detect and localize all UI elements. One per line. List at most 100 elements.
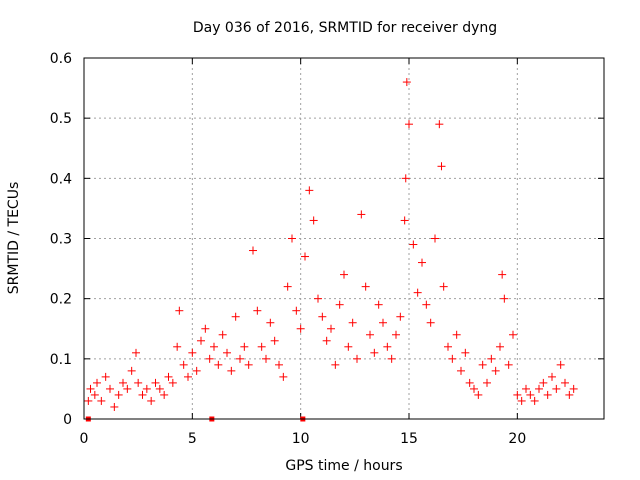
data-point <box>444 342 452 351</box>
data-point <box>383 342 392 351</box>
data-point <box>192 366 201 375</box>
data-point <box>491 366 500 375</box>
data-point <box>539 378 548 387</box>
data-point <box>218 330 227 339</box>
data-point <box>435 120 444 129</box>
data-point <box>452 330 461 339</box>
data-point <box>173 342 182 351</box>
data-point <box>465 378 474 387</box>
data-point <box>223 348 231 357</box>
data-point <box>530 396 539 405</box>
data-point <box>266 318 275 327</box>
data-point <box>405 120 413 129</box>
data-point <box>335 300 344 309</box>
y-tick-label: 0.4 <box>50 171 72 187</box>
data-point <box>279 372 288 381</box>
y-tick-label: 0.5 <box>50 111 72 127</box>
y-tick-label: 0.3 <box>50 232 72 248</box>
data-point <box>366 330 374 339</box>
data-point <box>461 348 470 357</box>
data-point <box>353 354 361 363</box>
data-point <box>569 384 578 393</box>
data-point <box>396 312 405 321</box>
data-point <box>535 384 543 393</box>
plot-frame <box>83 57 605 420</box>
data-point <box>214 360 223 369</box>
data-point <box>275 360 283 369</box>
x-tick-label: 10 <box>292 431 310 447</box>
data-point <box>227 366 236 375</box>
data-point <box>231 312 240 321</box>
data-point <box>400 216 409 225</box>
data-point <box>418 258 426 267</box>
data-point <box>240 342 249 351</box>
data-point <box>292 306 301 315</box>
data-point <box>106 384 114 393</box>
data-point <box>123 384 132 393</box>
data-point <box>439 282 448 291</box>
data-point <box>101 372 110 381</box>
data-point <box>348 318 357 327</box>
data-point <box>565 390 574 399</box>
data-point <box>201 324 210 333</box>
data-point <box>147 396 156 405</box>
data-point <box>253 306 262 315</box>
data-point <box>314 294 322 303</box>
data-point <box>500 294 509 303</box>
data-point <box>402 78 411 87</box>
data-point <box>448 354 457 363</box>
x-tick-label: 20 <box>508 431 526 447</box>
data-point <box>487 354 496 363</box>
data-point <box>257 342 266 351</box>
x-axis-label: GPS time / hours <box>285 458 402 474</box>
data-point <box>179 360 188 369</box>
data-point <box>236 354 244 363</box>
data-point <box>470 384 478 393</box>
data-point <box>426 318 435 327</box>
data-point <box>309 216 318 225</box>
data-point <box>513 390 522 399</box>
data-point <box>160 390 169 399</box>
data-point <box>543 390 552 399</box>
data-point <box>556 360 565 369</box>
data-point <box>517 396 526 405</box>
data-point <box>86 384 95 393</box>
data-point <box>478 360 487 369</box>
data-point <box>401 174 410 183</box>
data-point <box>296 324 305 333</box>
data-point <box>283 282 292 291</box>
data-point <box>379 318 387 327</box>
data-point <box>437 162 446 171</box>
data-point <box>270 336 279 345</box>
data-point <box>119 378 127 387</box>
data-point <box>175 306 184 315</box>
data-point <box>132 348 140 357</box>
data-point <box>168 378 177 387</box>
data-point <box>301 252 309 261</box>
data-point <box>413 288 422 297</box>
data-point <box>197 336 205 345</box>
data-point <box>392 330 400 339</box>
data-point <box>184 372 192 381</box>
data-point <box>318 312 327 321</box>
data-point <box>127 366 136 375</box>
data-point <box>509 330 517 339</box>
data-point <box>522 384 530 393</box>
data-point <box>361 282 370 291</box>
data-point <box>526 390 535 399</box>
data-point <box>561 378 569 387</box>
data-point <box>331 360 340 369</box>
data-point <box>496 342 504 351</box>
data-point <box>387 354 396 363</box>
data-point <box>457 366 465 375</box>
chart-title: Day 036 of 2016, SRMTID for receiver dyn… <box>193 20 497 36</box>
data-point <box>155 384 164 393</box>
ticks-layer: 0 5 10 15 20 0 0.1 0.2 0.3 0.4 0.5 0.6 <box>50 51 604 447</box>
data-point <box>409 240 418 249</box>
data-point <box>370 348 379 357</box>
data-point <box>422 300 431 309</box>
data-point <box>188 348 197 357</box>
data-point <box>134 378 143 387</box>
data-point <box>249 246 257 255</box>
